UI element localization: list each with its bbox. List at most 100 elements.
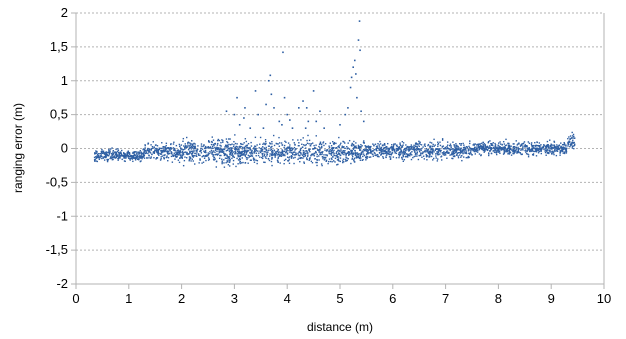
data-point-1895: [405, 153, 407, 155]
data-point-1078: [229, 144, 232, 146]
data-point-1377: [251, 155, 254, 157]
data-point-1395: [341, 145, 343, 147]
data-point-1239: [308, 149, 311, 152]
data-point-985: [254, 145, 257, 148]
data-point-1319: [316, 161, 318, 164]
data-point-2241: [414, 148, 417, 151]
data-point-677: [301, 143, 303, 145]
data-point-1149: [269, 149, 271, 151]
data-point-907: [308, 148, 310, 151]
data-point-952: [239, 161, 241, 163]
data-point-1629: [278, 145, 281, 147]
data-point-1268: [265, 141, 267, 143]
data-point-1310: [263, 161, 265, 163]
data-point-2807: [553, 144, 556, 146]
data-point-2816: [545, 147, 547, 150]
data-point-89: [117, 157, 119, 160]
data-point-271: [97, 155, 99, 157]
data-point-5: [112, 151, 114, 153]
data-point-868: [315, 151, 317, 154]
data-point-2661: [513, 147, 516, 150]
outlier-point-2913: [238, 123, 241, 126]
data-point-706: [358, 156, 360, 159]
data-point-2637: [508, 146, 510, 148]
data-point-807: [236, 157, 238, 160]
outlier-point-2931: [315, 120, 318, 123]
data-point-294: [94, 160, 96, 162]
data-point-1755: [469, 151, 472, 154]
data-point-2522: [492, 146, 495, 149]
data-point-969: [255, 148, 257, 151]
data-point-287: [132, 154, 135, 157]
data-point-297: [124, 154, 127, 156]
data-point-2889: [569, 135, 572, 137]
data-point-1006: [211, 153, 213, 155]
data-point-1563: [290, 157, 293, 159]
data-point-1554: [365, 148, 367, 150]
data-point-1941: [461, 149, 464, 152]
data-point-2133: [380, 153, 383, 156]
data-point-1429: [184, 151, 186, 154]
data-point-314: [178, 161, 181, 164]
data-point-164: [127, 151, 129, 153]
data-point-2653: [526, 149, 528, 152]
data-point-2836: [504, 146, 506, 149]
outlier-point-2923: [281, 123, 283, 126]
outlier-point-2920: [270, 93, 273, 96]
data-point-296: [117, 155, 119, 157]
data-point-1939: [465, 152, 468, 155]
data-point-2387: [512, 150, 514, 153]
data-point-2833: [506, 150, 509, 153]
data-point-1021: [285, 141, 287, 143]
data-point-1302: [228, 165, 231, 167]
data-point-357: [154, 144, 157, 146]
data-point-2458: [471, 154, 473, 156]
data-point-2246: [438, 149, 441, 152]
data-point-421: [180, 144, 183, 146]
data-point-660: [181, 148, 183, 150]
data-point-2563: [474, 153, 476, 155]
data-point-2006: [375, 148, 377, 150]
data-point-2351: [548, 147, 550, 149]
data-point-1096: [253, 161, 256, 163]
data-point-522: [168, 152, 171, 155]
data-point-1482: [224, 144, 227, 146]
data-point-2129: [426, 149, 428, 152]
data-point-1460: [260, 147, 262, 150]
data-point-196: [118, 154, 120, 156]
data-point-2355: [540, 144, 542, 146]
data-point-1338: [299, 157, 302, 160]
data-point-2002: [408, 146, 410, 148]
data-point-766: [190, 145, 193, 148]
data-point-1564: [360, 157, 362, 159]
data-point-2044: [387, 142, 389, 145]
data-point-2263: [405, 149, 407, 151]
data-point-1848: [449, 149, 451, 152]
data-point-924: [329, 150, 331, 152]
data-point-1107: [216, 150, 218, 153]
data-point-436: [161, 142, 163, 144]
data-point-1474: [275, 142, 277, 145]
data-point-1282: [214, 146, 216, 149]
data-point-2140: [402, 142, 405, 144]
data-point-1194: [182, 164, 185, 167]
outlier-point-2938: [352, 66, 354, 68]
data-point-2237: [436, 153, 438, 155]
data-point-2676: [548, 149, 550, 151]
data-point-105: [95, 155, 97, 158]
data-point-2764: [538, 145, 541, 147]
data-point-1484: [183, 145, 185, 147]
data-point-505: [157, 150, 160, 152]
data-point-87: [115, 148, 117, 151]
data-point-638: [238, 147, 240, 150]
data-point-394: [159, 147, 161, 150]
data-point-724: [343, 146, 345, 148]
data-point-2196: [398, 146, 400, 149]
data-point-721: [325, 159, 328, 162]
data-point-1408: [283, 146, 285, 149]
data-point-204: [140, 155, 142, 157]
data-point-752: [254, 145, 256, 147]
data-point-975: [217, 139, 219, 142]
data-point-2424: [556, 144, 558, 146]
data-point-1172: [303, 161, 305, 163]
